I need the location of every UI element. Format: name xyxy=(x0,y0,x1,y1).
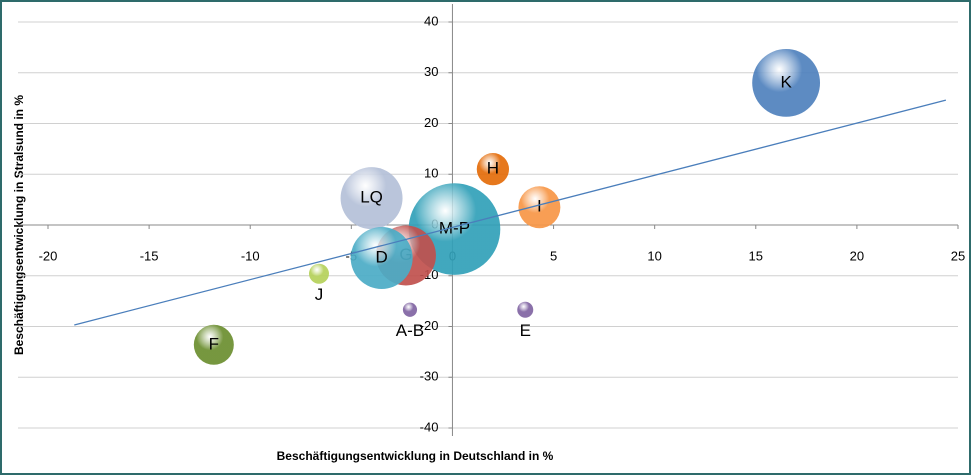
bubble xyxy=(308,263,329,284)
bubble xyxy=(350,227,413,289)
x-tick-label: 10 xyxy=(647,248,661,263)
x-tick-label: 15 xyxy=(749,248,763,263)
bubble xyxy=(517,301,534,318)
bubble xyxy=(518,186,561,229)
y-tick-label: 30 xyxy=(424,64,438,79)
bubble-label: F xyxy=(209,334,219,353)
bubble xyxy=(476,153,510,186)
bubble-label: I xyxy=(537,197,542,216)
y-tick-label: 10 xyxy=(424,166,438,181)
bubble-label: A-B xyxy=(396,321,424,340)
bubble xyxy=(193,324,234,365)
x-tick-label: -10 xyxy=(241,248,260,263)
y-tick-label: -30 xyxy=(420,369,439,384)
y-tick-label: 40 xyxy=(424,13,438,28)
bubble-label: LQ xyxy=(360,188,383,207)
bubble-label: M-P xyxy=(439,219,470,238)
bubble-label: D xyxy=(376,247,388,266)
x-axis-title: Beschäftigungsentwicklung in Deutschland… xyxy=(277,449,554,463)
bubble-label: J xyxy=(315,285,324,304)
bubble xyxy=(340,167,403,230)
bubble-label: H xyxy=(487,159,499,178)
bubble-label: K xyxy=(780,72,792,91)
bubble xyxy=(752,48,821,117)
y-tick-label: -20 xyxy=(420,318,439,333)
x-tick-label: -20 xyxy=(39,248,58,263)
y-tick-label: 20 xyxy=(424,115,438,130)
trendline xyxy=(74,99,947,326)
x-tick-label: 5 xyxy=(550,248,557,263)
x-tick-label: 25 xyxy=(951,248,965,263)
x-tick-label: 20 xyxy=(850,248,864,263)
bubble xyxy=(402,302,418,317)
x-tick-label: -15 xyxy=(140,248,159,263)
y-tick-label: -40 xyxy=(420,419,439,434)
bubble-label: E xyxy=(520,321,531,340)
